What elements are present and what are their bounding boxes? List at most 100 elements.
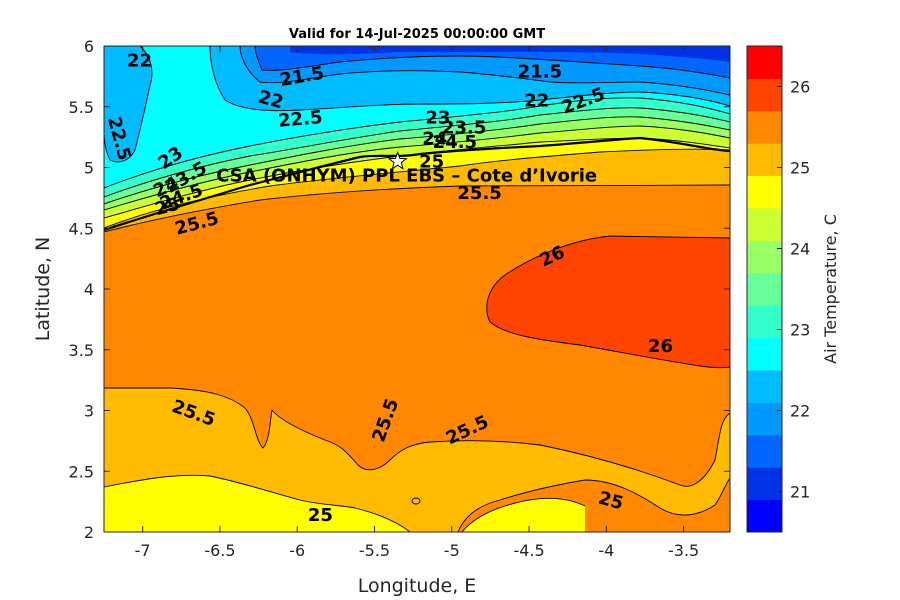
colorbar-segment	[747, 272, 782, 306]
band-24.5-to-25-south	[104, 475, 410, 532]
contour-line-26	[486, 235, 730, 369]
y-tick-label: 2	[84, 523, 94, 542]
colorbar-segment	[747, 240, 782, 274]
contour-label-text: 23	[425, 108, 450, 129]
colorbar-frame	[746, 45, 783, 533]
contour-label-text: 22	[127, 51, 152, 72]
x-tick-label: -6	[289, 541, 305, 560]
contour-label: 26	[648, 336, 673, 357]
band-24-to-24.5	[104, 126, 730, 218]
y-tick-label: 6	[84, 37, 94, 56]
x-tick-label: -7	[135, 541, 151, 560]
contour-label: 21.5	[518, 62, 562, 83]
contour-label: 22	[524, 91, 549, 112]
colorbar-tick-label: 24	[790, 240, 810, 259]
contour-line-24	[104, 125, 730, 211]
colorbar: 21 22 23 24 25 26	[746, 45, 810, 533]
colorbar-segment	[747, 78, 782, 112]
band-below-20.5	[290, 46, 730, 62]
colorbar-segment	[747, 110, 782, 144]
band-24.5-to-25-north	[104, 138, 730, 228]
band-26-to-26.5	[486, 236, 730, 368]
colorbar-segment	[747, 143, 782, 177]
contour-label-text: 26	[648, 336, 673, 357]
contour-label-text: 22.5	[277, 107, 323, 132]
y-tick-label: 2.5	[69, 462, 94, 481]
contour-line-21	[254, 46, 730, 79]
contour-line-23	[104, 107, 730, 198]
y-axis-ticks: 22.533.544.555.56	[69, 37, 730, 542]
x-axis-ticks: -7 -6.5 -6 -5.5 -5 -4.5 -4 -3.5	[135, 46, 699, 560]
contour-label-text: 23.5	[442, 117, 486, 138]
contour-line-22-north	[209, 46, 730, 112]
y-tick-label: 5	[84, 159, 94, 178]
x-tick-label: -5	[444, 541, 460, 560]
x-tick-label: -5.5	[359, 541, 390, 560]
y-tick-label: 3	[84, 402, 94, 421]
band-20.5-to-21	[255, 46, 730, 78]
contour-line-25.5-south	[104, 387, 730, 487]
colorbar-segment	[747, 337, 782, 371]
y-tick-label: 4	[84, 280, 94, 299]
contour-line-22-west	[104, 46, 153, 163]
colorbar-tick-label: 22	[790, 402, 810, 421]
contour-label-text: 24	[422, 128, 447, 149]
contour-label-text: 22	[524, 91, 549, 112]
site-marker: CSA (ONHYM) PPL EBS – Cote d’Ivorie	[216, 151, 597, 186]
y-axis-label: Latitude, N	[32, 237, 54, 342]
y-tick-label: 4.5	[69, 219, 94, 238]
x-tick-label: -4	[598, 541, 614, 560]
x-tick-label: -4.5	[513, 541, 544, 560]
colorbar-segment	[747, 402, 782, 436]
plot-area	[104, 46, 730, 532]
contour-label: 22.5	[277, 107, 323, 132]
contour-label: 25.5	[457, 183, 501, 204]
contour-label-text: 25	[419, 151, 444, 172]
contour-line-21.5	[239, 46, 730, 96]
colorbar-segment	[747, 499, 782, 533]
contour-line-25-southeast	[461, 498, 586, 532]
site-star-icon	[387, 151, 408, 170]
contour-line-23.5	[104, 116, 730, 205]
contour-label: 25	[308, 505, 333, 526]
chart-title: Valid for 14-Jul-2025 00:00:00 GMT	[289, 27, 545, 42]
contour-label-text: 25.5	[457, 183, 501, 204]
colorbar-segment	[747, 467, 782, 501]
contour-label-text: 21.5	[518, 62, 562, 83]
contour-label: 23.5	[442, 117, 486, 138]
colorbar-segment	[747, 208, 782, 241]
colorbar-tick-label: 21	[790, 483, 810, 502]
contour-line-25.5-north	[104, 184, 730, 233]
colorbar-label: Air Temperature, C	[821, 214, 840, 364]
colorbar-segment	[747, 175, 782, 209]
contour-label: 24.5	[433, 132, 477, 153]
x-tick-label: -6.5	[204, 541, 235, 560]
band-21.5-to-22-west	[104, 46, 152, 162]
colorbar-segment	[747, 370, 782, 403]
contour-line-25-south	[104, 474, 411, 532]
colorbar-tick-label: 23	[790, 321, 810, 340]
colorbar-segment	[747, 434, 782, 468]
colorbar-segment	[747, 305, 782, 339]
y-tick-label: 5.5	[69, 98, 94, 117]
coastline	[104, 136, 730, 232]
contour-line-25.5-southeast	[457, 477, 730, 532]
contour-label: 23	[425, 108, 450, 129]
band-22.5-to-23	[104, 97, 730, 197]
contour-label: 22	[127, 51, 152, 72]
band-23-to-23.5	[104, 107, 730, 204]
x-tick-label: -3.5	[668, 541, 699, 560]
band-23.5-to-24	[104, 116, 730, 210]
band-24.5-to-25-southeast	[462, 498, 585, 532]
site-label: CSA (ONHYM) PPL EBS – Cote d’Ivorie	[216, 165, 597, 186]
colorbar-segment	[747, 46, 782, 79]
y-tick-label: 3.5	[69, 341, 94, 360]
contour-label-text: 24.5	[433, 132, 477, 153]
contour-line-small-loop	[411, 497, 421, 505]
colorbar-tick-label: 25	[790, 159, 810, 178]
contour-label-text: 25	[308, 505, 333, 526]
x-axis-label: Longitude, E	[358, 575, 477, 597]
colorbar-tick-label: 26	[790, 78, 810, 97]
contour-label: 25	[419, 151, 444, 172]
